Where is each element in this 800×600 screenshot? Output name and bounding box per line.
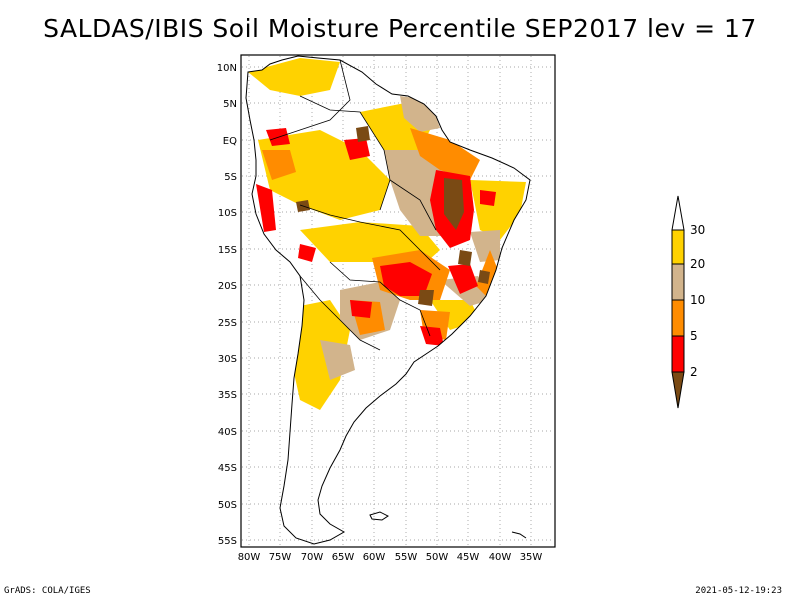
lat-tick-labels: 10N 5N EQ 5S 10S 15S 20S 25S 30S 35S 40S…	[217, 63, 237, 547]
lat-tick-label: 50S	[218, 500, 237, 511]
lat-tick-label: 10N	[217, 63, 237, 74]
lon-tick-label: 55W	[395, 552, 418, 563]
lat-tick-label: 5S	[224, 172, 237, 183]
colorbar-bottom-triangle	[671, 371, 685, 409]
colorbar-band-10-20	[671, 263, 685, 301]
lat-tick-label: 35S	[218, 390, 237, 401]
lat-tick-label: 5N	[223, 99, 237, 110]
lon-tick-label: 75W	[269, 552, 292, 563]
lat-tick-label: 45S	[218, 463, 237, 474]
colorbar-label: 30	[690, 223, 705, 237]
country-borders	[269, 59, 441, 351]
colorbar	[671, 195, 685, 409]
lat-tick-label: 40S	[218, 427, 237, 438]
lat-tick-label: 55S	[218, 536, 237, 547]
falkland-islands	[369, 511, 389, 521]
lon-tick-label: 60W	[363, 552, 386, 563]
lon-tick-label: 45W	[457, 552, 480, 563]
colorbar-labels: 30 20 10 5 2	[690, 223, 705, 379]
colorbar-label: 5	[690, 329, 698, 343]
colorbar-top-triangle	[671, 195, 685, 231]
colorbar-band-5-10	[671, 299, 685, 337]
lon-tick-label: 70W	[301, 552, 324, 563]
colorbar-label: 2	[690, 365, 698, 379]
lat-tick-label: 20S	[218, 281, 237, 292]
lon-tick-label: 80W	[238, 552, 261, 563]
colorbar-band-20-30	[671, 229, 685, 265]
lat-tick-label: 15S	[218, 245, 237, 256]
lon-tick-label: 50W	[426, 552, 449, 563]
lon-tick-label: 40W	[489, 552, 512, 563]
lat-tick-label: EQ	[223, 136, 237, 147]
map-title: SALDAS/IBIS Soil Moisture Percentile SEP…	[43, 14, 757, 43]
lat-tick-label: 25S	[218, 318, 237, 329]
colorbar-label: 20	[690, 257, 705, 271]
colorbar-band-2-5	[671, 335, 685, 373]
footer-credit: GrADS: COLA/IGES	[4, 586, 91, 596]
colorbar-label: 10	[690, 293, 705, 307]
footer-timestamp: 2021-05-12-19:23	[695, 586, 782, 596]
lon-tick-labels: 80W 75W 70W 65W 60W 55W 50W 45W 40W 35W	[238, 552, 543, 563]
south-georgia	[511, 531, 527, 539]
lat-tick-label: 30S	[218, 354, 237, 365]
lat-tick-label: 10S	[218, 208, 237, 219]
lon-tick-label: 35W	[520, 552, 543, 563]
lon-tick-label: 65W	[332, 552, 355, 563]
